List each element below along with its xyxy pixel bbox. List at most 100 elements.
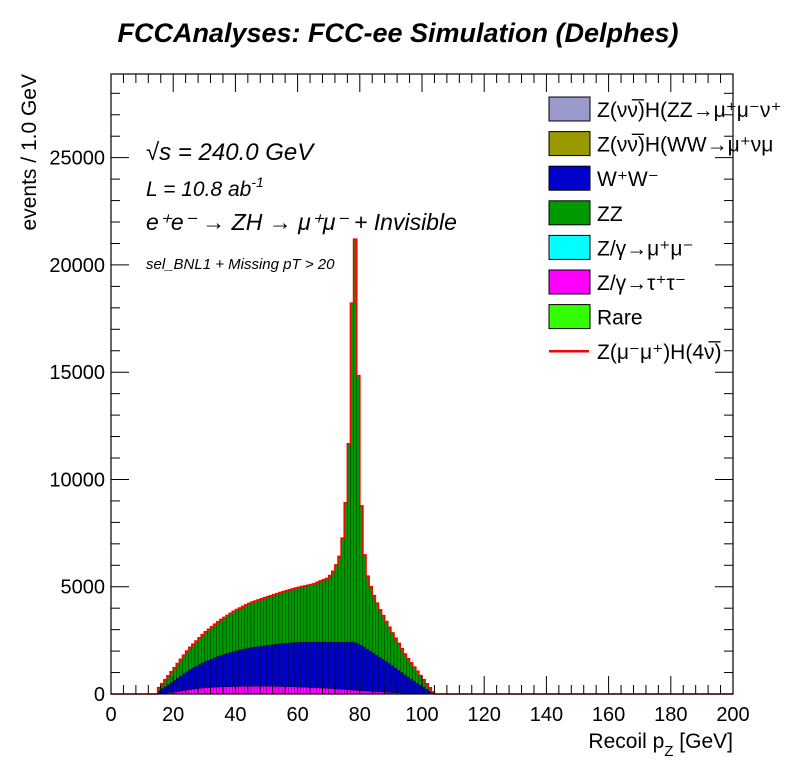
- histogram-bar: [297, 587, 301, 643]
- histogram-bar: [347, 642, 351, 690]
- x-tick-label: 100: [405, 704, 438, 726]
- histogram-bar: [188, 689, 193, 695]
- histogram-bar: [350, 641, 354, 691]
- histogram-bar: [269, 595, 273, 646]
- histogram-bar: [257, 646, 261, 687]
- histogram-bar: [253, 646, 258, 687]
- x-tick-label: 200: [716, 704, 749, 726]
- histogram-bar: [340, 642, 345, 690]
- histogram-bar: [250, 686, 255, 695]
- x-axis-title: Recoil pZ [GeV]: [588, 730, 733, 760]
- histogram-bar: [387, 663, 392, 693]
- histogram-bar: [328, 641, 332, 689]
- histogram-bar: [375, 602, 379, 656]
- histogram-bar: [219, 655, 224, 688]
- histogram-bar: [291, 642, 295, 687]
- histogram-bar: [340, 689, 345, 695]
- histogram-bar: [260, 646, 264, 687]
- legend-swatch: [548, 234, 591, 260]
- histogram-bar: [288, 686, 292, 695]
- axis-ticks: [110, 74, 734, 695]
- histogram-bar: [263, 597, 267, 646]
- histogram-bar: [247, 603, 252, 649]
- histogram-bar: [244, 604, 248, 649]
- histogram-bar: [306, 585, 311, 643]
- histogram-bar: [229, 686, 233, 695]
- x-tick-label: 40: [224, 704, 246, 726]
- histogram-bar: [232, 611, 236, 652]
- tick-labels: 0 20 40 60 80 100 120 140 160 180 200 0 5000 10000 150…: [49, 148, 749, 726]
- histogram-bar: [281, 643, 286, 687]
- sqrt-s-annotation: √s = 240.0 GeV: [146, 139, 315, 166]
- histogram-bar: [278, 686, 283, 695]
- histogram-bar: [204, 661, 208, 688]
- legend-label: Z(νν̅)H(WW→μ⁺νμ: [597, 134, 773, 157]
- histogram-bar: [415, 682, 420, 694]
- histogram-bar: [378, 657, 382, 693]
- x-tick-label: 160: [592, 704, 625, 726]
- legend-swatch: [548, 165, 591, 191]
- histogram-bar: [291, 686, 295, 695]
- histogram-bar: [372, 595, 376, 654]
- histogram-bar: [331, 571, 336, 643]
- histogram-bar: [219, 619, 224, 656]
- histogram-bar: [288, 589, 292, 644]
- histogram-bar: [250, 601, 255, 648]
- histogram-bar: [213, 624, 217, 658]
- histogram-bar: [328, 688, 332, 695]
- histogram-bar: [281, 591, 286, 644]
- histogram-bar: [403, 674, 407, 694]
- selection-annotation: sel_BNL1 + Missing pT > 20: [146, 256, 335, 273]
- histogram-bar: [241, 606, 245, 650]
- histogram-bar: [204, 687, 208, 695]
- histogram-bar: [303, 642, 308, 688]
- histogram-bar: [225, 686, 230, 695]
- lumi-annotation: L = 10.8 ab-1: [146, 174, 264, 201]
- y-tick-label: 20000: [49, 255, 105, 277]
- histogram-bar: [285, 643, 289, 687]
- y-tick-label: 5000: [61, 577, 106, 599]
- histogram-bar: [253, 686, 258, 695]
- histogram-bar: [328, 575, 332, 643]
- histogram-bar: [253, 600, 258, 648]
- y-tick-label: 0: [94, 684, 105, 706]
- histogram-bar: [303, 585, 308, 643]
- histogram-bar: [210, 626, 214, 660]
- histogram-bar: [303, 687, 308, 695]
- histogram-bar: [188, 669, 193, 690]
- histogram-bar: [275, 686, 280, 695]
- x-tick-label: 180: [654, 704, 687, 726]
- x-tick-label: 60: [286, 704, 308, 726]
- legend-label: W⁺W⁻: [597, 168, 659, 191]
- histogram-bar: [272, 594, 276, 645]
- legend-label: Z/γ→μ⁺μ⁻: [597, 237, 694, 260]
- x-tick-label: 20: [162, 704, 184, 726]
- legend-label: ZZ: [597, 203, 623, 226]
- histogram-bar: [244, 648, 248, 687]
- y-tick-label: 15000: [49, 362, 105, 384]
- histogram-bar: [176, 678, 180, 692]
- histogram-bar: [197, 664, 202, 689]
- histogram-bar: [257, 599, 261, 647]
- histogram-bar: [263, 686, 267, 695]
- histogram-bar: [229, 652, 233, 687]
- histogram-bar: [316, 687, 320, 695]
- histogram-bar: [275, 644, 280, 687]
- histogram-bar: [225, 615, 230, 654]
- histogram-bar: [424, 688, 429, 694]
- histogram-bar: [191, 688, 196, 695]
- histogram-bar: [325, 641, 329, 689]
- histogram-bar: [201, 687, 205, 695]
- x-tick-label: 80: [349, 704, 371, 726]
- histogram-bar: [213, 687, 217, 695]
- histogram-bar: [222, 617, 227, 655]
- y-tick-label: 25000: [49, 148, 105, 170]
- histogram-bar: [300, 586, 304, 643]
- histogram-bar: [247, 647, 252, 687]
- histogram-bar: [334, 564, 339, 643]
- histogram-bar: [325, 578, 329, 643]
- histogram-bar: [269, 644, 273, 687]
- legend: Z(νν̅)H(ZZ→μ⁺μ⁻ν⁺ Z(νν̅)H(WW→μ⁺νμ W⁺W⁻ ZZ Z/…: [548, 96, 782, 364]
- histogram-bar: [163, 686, 168, 694]
